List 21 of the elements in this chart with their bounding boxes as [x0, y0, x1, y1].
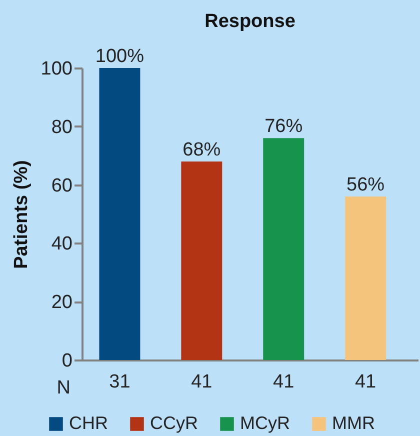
data-label: 56%: [346, 174, 385, 196]
y-axis-title: Patients (%): [10, 160, 32, 269]
legend-label: CCyR: [150, 413, 198, 433]
y-tick-label: 40: [51, 234, 72, 255]
y-tick-label: 60: [51, 175, 72, 196]
data-label: 76%: [264, 116, 303, 138]
x-axis-title: N: [56, 378, 70, 398]
data-label: 68%: [182, 139, 221, 160]
legend-label: MMR: [332, 413, 375, 433]
chart-title: Response: [204, 11, 296, 32]
x-tick-label: 41: [191, 372, 212, 392]
x-tick-label: 41: [273, 372, 294, 392]
y-tick-label: 80: [51, 116, 72, 138]
y-tick-label: 0: [62, 350, 72, 372]
x-tick-label: 41: [354, 372, 376, 392]
legend-label: MCyR: [240, 413, 290, 433]
y-tick-label: 20: [51, 292, 72, 314]
x-tick-label: 31: [109, 372, 130, 392]
y-tick-label: 100: [40, 58, 72, 80]
legend-label: CHR: [69, 413, 108, 433]
data-label: 100%: [95, 46, 144, 67]
